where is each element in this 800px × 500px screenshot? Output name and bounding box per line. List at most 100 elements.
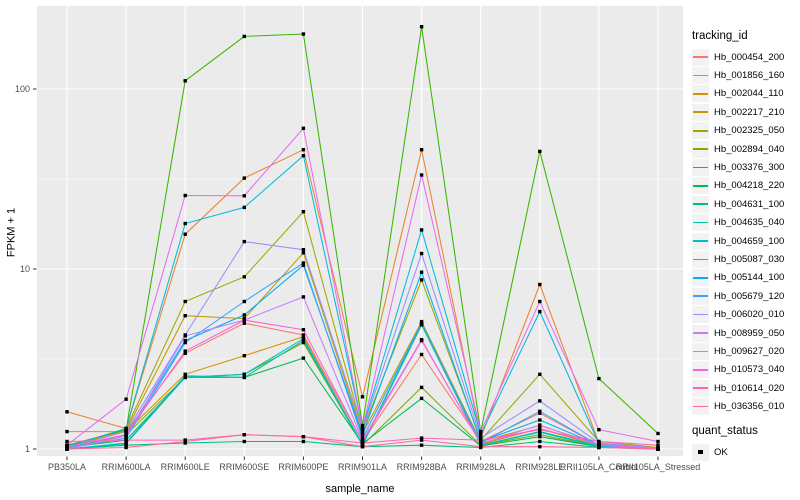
y-tick-label: 100 <box>15 84 30 94</box>
data-point-Hb_003376_300 <box>183 79 187 83</box>
legend-item-Hb_002044_110: Hb_002044_110 <box>692 85 798 103</box>
data-point-Hb_005144_100 <box>360 433 365 437</box>
legend-item-Hb_004218_220: Hb_004218_220 <box>692 177 798 195</box>
color-line-icon <box>693 111 708 114</box>
data-point-Hb_001856_160 <box>183 232 187 236</box>
color-key <box>692 103 709 121</box>
data-point-Hb_005087_030 <box>242 205 246 210</box>
legend-label: Hb_005144_100 <box>714 272 785 284</box>
data-point-Hb_010614_020 <box>597 439 601 444</box>
color-line-icon <box>693 332 708 334</box>
color-key <box>692 159 709 177</box>
data-point-Hb_036356_010 <box>538 445 542 449</box>
data-point-Hb_006020_010 <box>301 248 306 252</box>
color-key <box>692 250 709 268</box>
legend-label: Hb_004659_100 <box>714 235 785 247</box>
legend-title-tracking-id: tracking_id <box>692 30 748 42</box>
data-point-Hb_010614_020 <box>124 438 128 442</box>
data-point-Hb_004218_220 <box>538 435 542 439</box>
x-tick-label: RRIM901LA <box>338 462 387 472</box>
data-point-Hb_010614_020 <box>65 439 69 444</box>
data-point-Hb_001856_160 <box>242 176 246 180</box>
color-key <box>692 398 709 416</box>
color-key <box>692 122 709 140</box>
data-point-Hb_010614_020 <box>419 436 424 440</box>
legend-label: Hb_001856_160 <box>714 70 785 82</box>
data-point-Hb_010614_020 <box>479 438 483 442</box>
data-point-Hb_005144_100 <box>183 338 187 343</box>
color-key <box>692 379 709 397</box>
color-line-icon <box>693 166 708 169</box>
color-line-icon <box>693 56 708 58</box>
data-point-Hb_004218_220 <box>419 396 424 401</box>
legend-label: OK <box>714 446 728 458</box>
color-key <box>692 195 709 213</box>
color-line-icon <box>693 74 708 77</box>
color-key <box>692 48 709 66</box>
data-point-Hb_006020_010 <box>124 429 128 434</box>
data-point-Hb_005144_100 <box>301 263 306 267</box>
legend-item-Hb_005144_100: Hb_005144_100 <box>692 269 798 287</box>
x-tick-label: RRIM600LA <box>102 462 151 472</box>
data-point-Hb_036356_010 <box>65 447 69 451</box>
data-point-Hb_004635_040 <box>301 338 306 343</box>
data-point-Hb_004659_100 <box>242 372 246 376</box>
color-key <box>692 361 709 379</box>
data-point-Hb_004635_040 <box>242 375 246 380</box>
data-point-Hb_036356_010 <box>360 445 365 449</box>
data-point-Hb_010573_040 <box>597 442 601 447</box>
data-point-Hb_005087_030 <box>183 221 187 226</box>
x-tick-label: RRIM600PE <box>278 462 328 472</box>
data-point-Hb_002217_210 <box>183 314 187 318</box>
data-point-Hb_003376_300 <box>597 376 601 381</box>
legend-item-Hb_003376_300: Hb_003376_300 <box>692 158 798 177</box>
data-point-Hb_010573_040 <box>183 349 187 353</box>
data-point-Hb_003376_300 <box>656 431 660 436</box>
data-point-Hb_002325_050 <box>242 275 246 279</box>
color-key <box>692 140 709 158</box>
data-point-Hb_010573_040 <box>242 318 246 322</box>
data-point-Hb_002217_210 <box>301 251 306 255</box>
data-point-Hb_010573_040 <box>65 445 69 449</box>
data-point-Hb_006020_010 <box>242 239 246 244</box>
data-point-Hb_000454_200 <box>242 321 246 325</box>
data-point-Hb_004631_100 <box>538 439 542 444</box>
data-point-Hb_006020_010 <box>479 436 483 440</box>
data-point-Hb_036356_010 <box>301 435 306 439</box>
color-line-icon <box>693 276 708 279</box>
color-key <box>692 177 709 195</box>
y-tick-label: 10 <box>20 264 30 274</box>
legend-item-Hb_004635_040: Hb_004635_040 <box>692 214 798 232</box>
data-point-Hb_002044_110 <box>301 335 306 339</box>
data-point-Hb_005087_030 <box>301 154 306 158</box>
data-point-Hb_000454_200 <box>301 333 306 337</box>
data-point-Hb_005144_100 <box>242 313 246 317</box>
color-key <box>692 342 709 360</box>
data-point-Hb_010573_040 <box>124 433 128 437</box>
legend-item-Hb_004659_100: Hb_004659_100 <box>692 232 798 250</box>
color-key <box>692 67 709 85</box>
color-line-icon <box>693 387 708 389</box>
legend-label: Hb_005087_030 <box>714 253 785 265</box>
color-line-icon <box>693 313 708 316</box>
data-point-Hb_003376_300 <box>360 423 365 428</box>
data-point-Hb_001856_160 <box>65 410 69 414</box>
color-line-icon <box>693 203 708 206</box>
data-point-Hb_005679_120 <box>538 409 542 413</box>
data-point-Hb_005087_030 <box>479 433 483 437</box>
legend-label: Hb_002217_210 <box>714 106 785 118</box>
data-point-Hb_006020_010 <box>538 399 542 403</box>
data-point-Hb_036356_010 <box>124 445 128 450</box>
data-point-Hb_001856_160 <box>538 282 542 287</box>
data-point-Hb_036356_010 <box>479 445 483 449</box>
legend-label: Hb_002325_050 <box>714 125 785 137</box>
legend-item-Hb_005679_120: Hb_005679_120 <box>692 287 798 305</box>
color-key <box>692 214 709 232</box>
y-tick-label: 1 <box>25 444 30 454</box>
legend-items: Hb_000454_200 Hb_001856_160 Hb_002044_110 H… <box>692 48 798 416</box>
color-key <box>692 287 709 305</box>
data-point-Hb_009627_020 <box>183 193 187 198</box>
data-point-Hb_001856_160 <box>301 148 306 152</box>
data-point-Hb_036356_010 <box>656 447 660 451</box>
color-line-icon <box>693 295 708 298</box>
